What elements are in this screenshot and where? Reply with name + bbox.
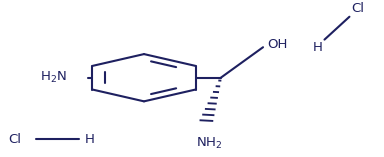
Text: H: H <box>84 133 94 146</box>
Text: OH: OH <box>267 38 287 51</box>
Text: H: H <box>313 41 323 54</box>
Text: H$_2$N: H$_2$N <box>40 70 67 85</box>
Text: Cl: Cl <box>351 2 364 15</box>
Text: NH$_2$: NH$_2$ <box>196 136 222 151</box>
Text: Cl: Cl <box>8 133 21 146</box>
